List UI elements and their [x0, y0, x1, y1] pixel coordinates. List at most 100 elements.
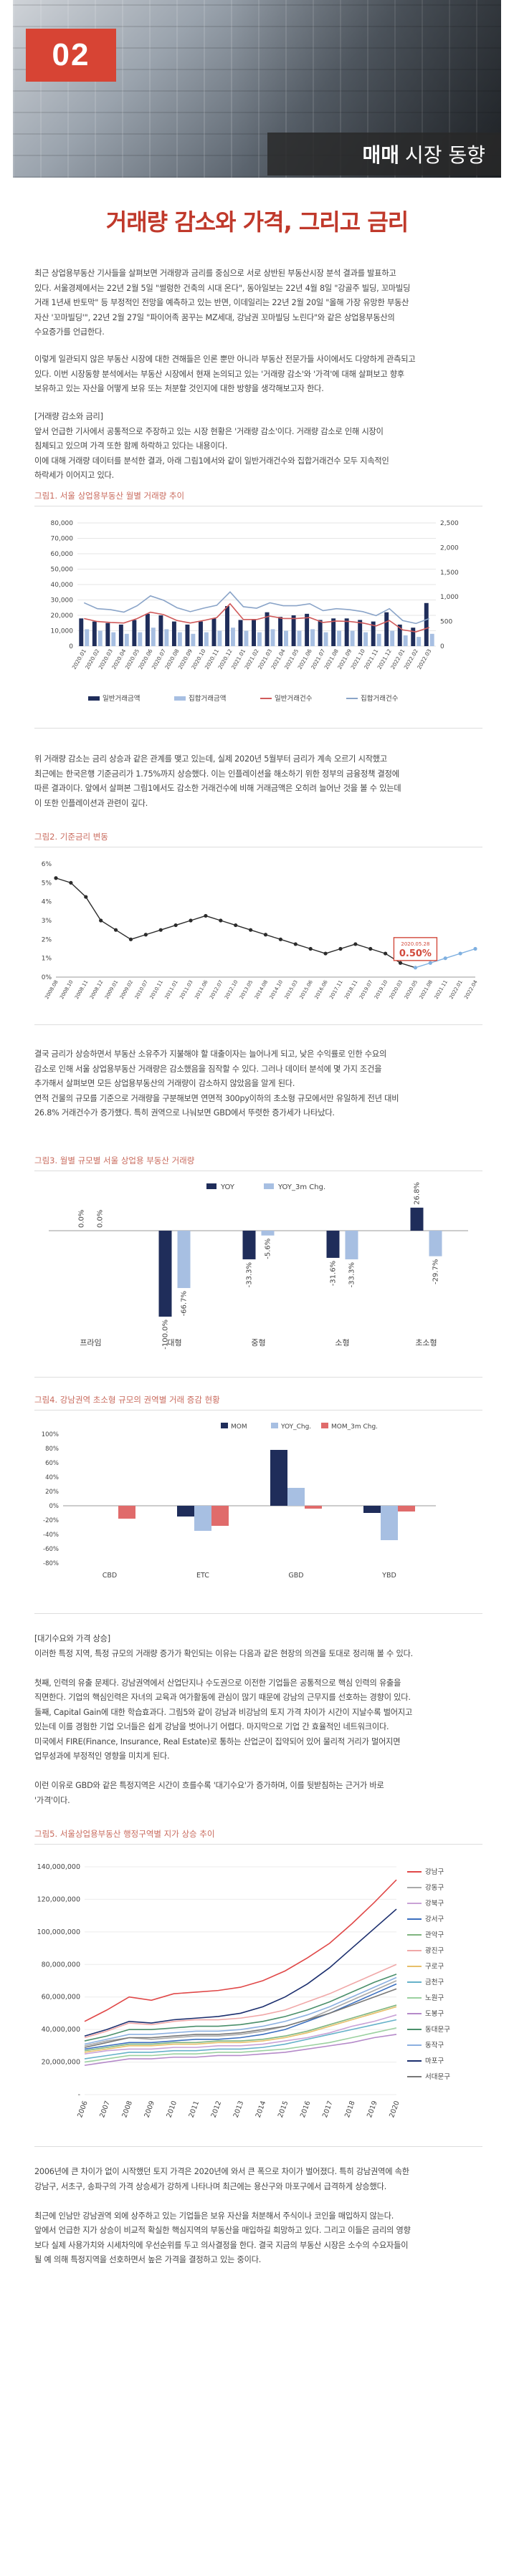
text-line: 최근 상업용부동산 기사들을 살펴보면 거래량과 금리를 중심으로 서로 상반된…	[34, 269, 396, 278]
bar-general-amount	[199, 621, 203, 646]
text-line: 하락세가 이어지고 있다.	[34, 471, 114, 480]
bar-general-amount	[411, 628, 416, 646]
legend-label: 강남구	[425, 1868, 444, 1876]
x-tick-label: 2022.04	[463, 979, 479, 1001]
district-line	[84, 2027, 397, 2063]
legend-label: YOY	[220, 1183, 235, 1191]
bar-value-label: -33.3%	[246, 1262, 254, 1287]
y-tick-left: 50,000	[51, 567, 74, 574]
x-tick-label: 2008.08	[44, 979, 59, 1000]
rate-point	[54, 876, 58, 880]
region-bar	[305, 1506, 322, 1509]
paragraph-intro: 최근 상업용부동산 기사들을 살펴보면 거래량과 금리를 중심으로 서로 상반된…	[34, 266, 482, 340]
legend-label: 노원구	[425, 1994, 444, 2002]
text-line: 있는데 이를 경험한 기업 오너들은 쉽게 강남을 벗어나기 어렵다. 마지막으…	[34, 1722, 389, 1731]
rate-point	[143, 933, 148, 937]
category-label: ETC	[196, 1572, 209, 1580]
rate-point	[234, 923, 238, 928]
fig1-divider	[34, 728, 482, 729]
legend-swatch	[264, 1183, 274, 1189]
x-tick-label: 2019.10	[373, 979, 389, 1000]
x-tick-label: 2007	[98, 2100, 112, 2118]
bar-collective-amount	[217, 630, 222, 646]
text-line: 위 거래량 감소는 금리 상승과 같은 관계를 맺고 있는데, 실제 2020년…	[34, 754, 387, 764]
y-tick: 1%	[42, 956, 52, 963]
x-tick-label: 2019.07	[358, 979, 373, 1000]
bar-value-label: 26.8%	[414, 1182, 422, 1205]
rate-point	[323, 951, 328, 956]
text-line: 미국에서 FIRE(Finance, Insurance, Real Estat…	[34, 1736, 401, 1746]
x-tick-label: 2018	[343, 2100, 357, 2118]
y-tick-left: 60,000	[51, 551, 74, 558]
bar-general-amount	[105, 623, 110, 646]
text-line: 2006년에 큰 차이가 없이 시작했던 토지 가격은 2020년에 와서 큰 …	[34, 2167, 409, 2176]
region-bar	[363, 1506, 381, 1513]
x-tick-label: 2010.11	[149, 979, 164, 1000]
bar-general-amount	[132, 620, 137, 646]
category-label: CBD	[103, 1572, 117, 1580]
size-bar	[326, 1231, 340, 1258]
y-tick: 20,000,000	[42, 2059, 80, 2067]
legend-label: 동대문구	[425, 2026, 450, 2034]
bar-general-amount	[424, 602, 429, 646]
text-line: '가격'이다.	[34, 1795, 70, 1805]
fig1-chart: 0 10,000 20,000 30,000 40,000 50,000 60,000 70,…	[51, 520, 460, 703]
x-tick-label: 2021.11	[434, 979, 449, 1000]
legend-label: 집합거래건수	[361, 694, 399, 703]
rate-point	[398, 961, 403, 965]
region-bar	[177, 1506, 194, 1517]
y-tick-left: 0	[69, 643, 73, 650]
rate-point	[204, 913, 208, 918]
x-tick-label: 2015	[277, 2100, 290, 2118]
district-line	[84, 1908, 397, 2037]
bar-value-label: -100.0%	[162, 1320, 170, 1350]
bar-general-amount	[371, 621, 376, 646]
y-tick-right: 0	[440, 643, 444, 650]
rate-point	[99, 918, 103, 923]
fig5-chart: - 20,000,000 40,000,000 60,000,000 80,000,00…	[37, 1863, 451, 2119]
x-tick-label: 2011.03	[179, 979, 194, 1000]
text-line	[34, 1661, 482, 1676]
bar-value-label: 0.0%	[97, 1210, 105, 1228]
category-label: 프라임	[80, 1338, 101, 1347]
line-general-count	[84, 602, 429, 633]
section-title-bold: 매매	[362, 143, 400, 167]
y-tick: -40%	[43, 1532, 59, 1539]
rate-point	[249, 928, 253, 932]
bar-general-amount	[211, 618, 216, 646]
district-line	[84, 2034, 397, 2066]
rate-point	[84, 895, 88, 899]
y-tick: 3%	[42, 918, 52, 925]
bar-collective-amount	[191, 633, 196, 646]
rate-point	[293, 942, 298, 946]
text-line: 보다 실제 사용가치와 시세차익에 우선순위를 두고 의사결정을 한다. 결국 …	[34, 2240, 409, 2250]
bar-value-label: -29.7%	[432, 1259, 440, 1284]
bar-collective-amount	[138, 632, 143, 646]
x-tick-label: 2009.01	[104, 979, 119, 1000]
x-tick-label: 2008.10	[59, 979, 74, 1000]
legend-swatch	[206, 1183, 216, 1189]
annotation-value: 0.50%	[399, 948, 432, 959]
district-line	[84, 1879, 397, 2022]
y-tick: -60%	[43, 1546, 59, 1553]
text-line: 이렇게 일관되지 않은 부동산 시장에 대한 견해들은 인론 뿐만 아니라 부동…	[34, 355, 416, 364]
text-line: 첫째, 인력의 유출 문제다. 강남권역에서 산업단지나 수도권으로 이전한 기…	[34, 1678, 401, 1688]
y-tick: 0%	[42, 974, 52, 981]
legend-label: 집합거래금액	[189, 694, 226, 703]
bar-general-amount	[331, 618, 336, 646]
legend-swatch	[221, 1423, 228, 1428]
fig3-chart: YOY YOY_3m Chg. 0.0% 0.0% 프라임 -100.0% -66.7% 대형…	[49, 1182, 468, 1350]
x-tick-label: 2012	[210, 2100, 224, 2118]
x-tick-label: 2014	[254, 2100, 268, 2118]
legend-label: 관악구	[425, 1931, 444, 1939]
region-bar	[118, 1506, 135, 1519]
rate-point	[473, 946, 477, 951]
x-tick-label: 2008	[120, 2100, 134, 2118]
region-bar	[194, 1506, 211, 1531]
size-bar	[261, 1231, 275, 1236]
size-bar	[242, 1231, 256, 1259]
bar-general-amount	[318, 620, 323, 646]
bar-general-amount	[265, 612, 270, 646]
text-line: 자산 '꼬마빌딩'", 22년 2월 27일 "파이어족 꿈꾸는 MZ세대, 강…	[34, 312, 395, 322]
bar-general-amount	[278, 617, 283, 646]
